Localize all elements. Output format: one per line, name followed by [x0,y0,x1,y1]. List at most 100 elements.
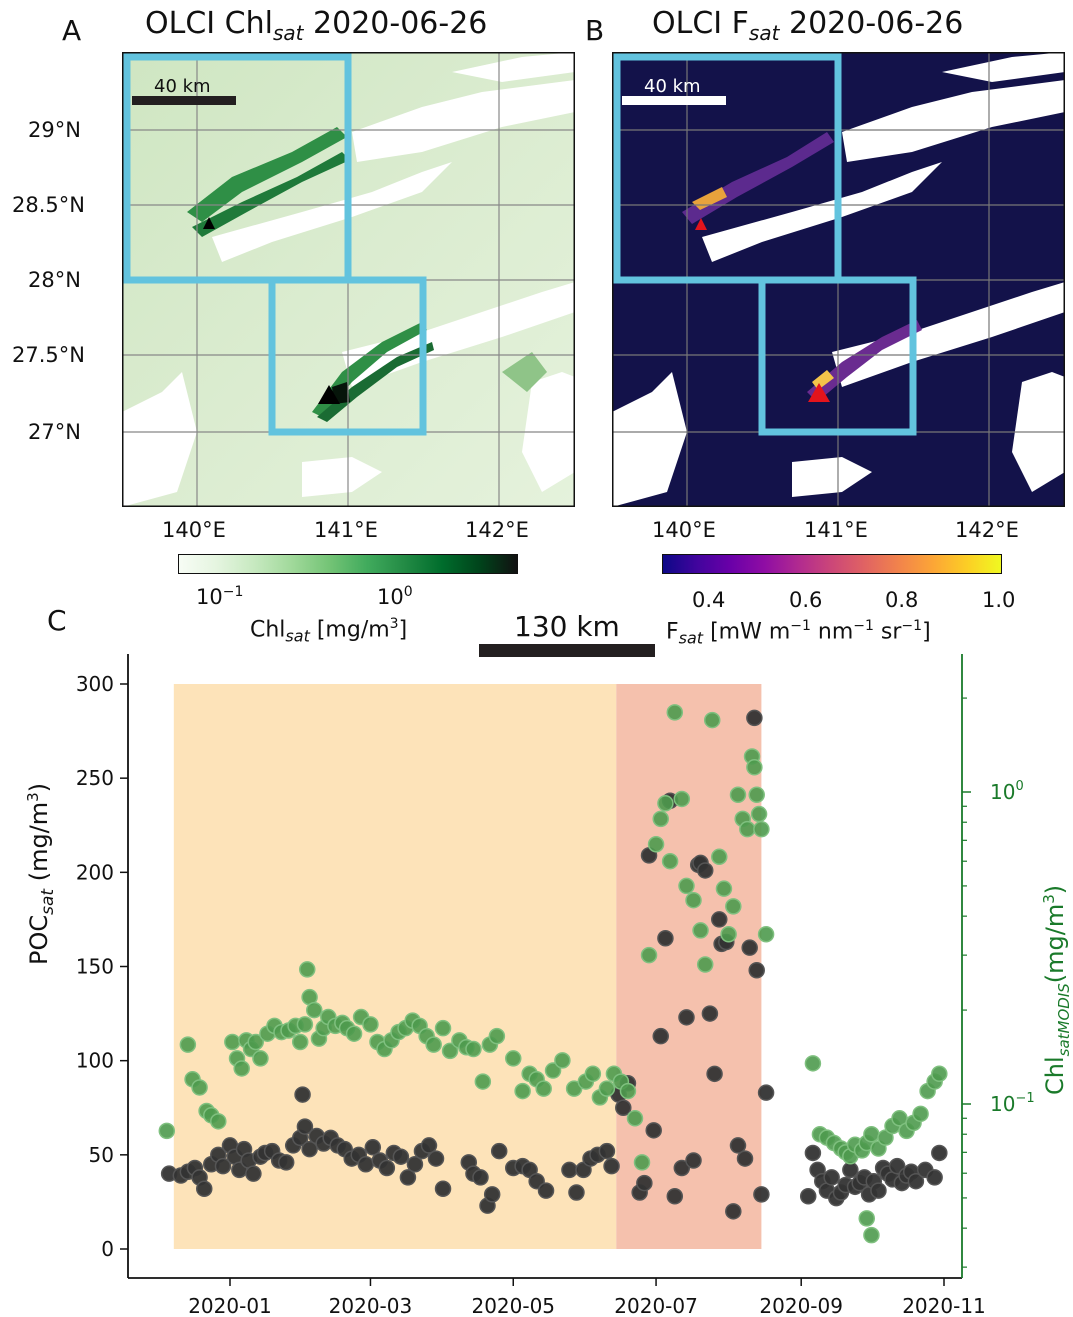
chl-modis-point [863,1125,880,1143]
panel-b-cbar-label-close: ] [922,619,931,645]
poc-point [725,1203,742,1220]
chl-modis-point [678,877,695,895]
poc-point [746,709,763,727]
poc-point [753,1186,770,1203]
panel-a-cbar-label-close: ] [398,617,408,643]
panel-b-cbar-tick-2: 0.8 [885,588,919,612]
panel-b-cbar-tick-0: 0.4 [692,588,726,612]
poc-point [701,1005,719,1022]
y-right-label-close: ) [1041,884,1069,895]
poc-point [598,1142,616,1160]
poc-point [685,1152,702,1169]
y-left-label-sub: sat [37,888,58,915]
chl-modis-series [158,704,948,1244]
panel-b-filaments [682,132,922,402]
panel-b-lon-tick-141: 141°E [804,518,868,542]
poc-point [645,1122,662,1139]
chl-modis-point [753,820,770,838]
axes: 0 50 100 150 200 250 300 2020-01 2020-03 2020-05 2… [76,654,1035,1317]
panel-a-frame [122,52,575,507]
y-right-label-sub: satMODIS [1054,983,1073,1057]
poc-point [657,930,674,947]
y-left-tick-label: 200 [76,860,114,884]
poc-point [568,1184,585,1201]
chl-modis-point [247,1033,265,1051]
poc-point [729,1137,747,1154]
y-left-label-main: POC [25,914,53,965]
poc-point [706,1065,723,1083]
chl-modis-point [441,1042,459,1060]
panel-b-zoom-box [758,276,917,436]
panel-b-title-sub: sat [748,21,780,45]
chl-modis-point [858,1210,875,1227]
panel-a-cbar-tick-0-exp: −1 [222,584,244,600]
panel-a-colorbar [178,554,518,574]
chl-modis-point [299,961,316,978]
y-right-tick-label: 100 [990,779,1024,804]
poc-point [277,1154,295,1171]
poc-point [678,1009,695,1026]
chl-modis-point [252,1050,269,1067]
poc-point [666,1188,684,1205]
chl-modis-point [750,805,768,823]
poc-point [870,1182,887,1199]
poc-point [673,1159,691,1177]
y-left-tick-label: 250 [76,766,114,790]
chl-modis-point [746,759,763,776]
chl-modis-point [345,1025,363,1042]
poc-point [301,1140,318,1158]
panel-a-title-sub: sat [272,21,304,45]
poc-point [294,1086,311,1103]
chl-modis-point [158,1122,176,1140]
chl-modis-point [748,786,765,803]
chl-modis-point [692,922,709,939]
chl-modis-point [488,1027,506,1045]
chl-modis-point [673,790,691,808]
chl-modis-point [725,898,742,915]
chl-modis-point [661,852,679,870]
chl-modis-point [474,1073,492,1090]
y-right-label-exp: 3 [1040,894,1058,904]
panel-a-cbar-label: Chlsat [mg/m3] [250,616,407,646]
x-tick-label: 2020-01 [188,1294,272,1317]
chl-modis-point [306,1001,323,1019]
poc-point [804,1144,822,1162]
panel-a-cbar-tick-0: 10−1 [196,584,243,609]
chl-modis-point [296,1016,314,1033]
chl-modis-point [210,1113,227,1130]
chl-modis-point [619,1082,637,1100]
chl-modis-point [715,880,733,897]
panel-b-cbar-label-unit: [mW m [703,619,791,645]
y-left-tick-label: 150 [76,955,114,979]
poc-point [711,911,728,928]
poc-point [615,1099,632,1116]
chl-modis-point [647,836,665,853]
chl-modis-point [757,926,775,943]
panel-b-cbar-tick-3: 1.0 [982,588,1016,612]
chl-modis-point [584,1065,602,1083]
panel-a-cbar-label-main: Chl [250,617,286,643]
panel-a-lon-tick-141: 141°E [314,518,378,542]
panel-a-scale-bar [132,96,236,105]
y-left-tick-label: 0 [101,1237,114,1261]
panel-b-cloud-gaps [612,52,1065,507]
chl-modis-point [233,1060,250,1077]
panel-a-cbar-label-exp: 3 [389,616,399,632]
poc-point [296,1118,314,1135]
chl-modis-point [465,1040,482,1058]
panel-b-cbar-label-sub: sat [678,628,704,648]
x-tick-label: 2020-05 [471,1294,555,1317]
y-right-label-main: Chl [1041,1056,1069,1095]
panel-a-scale-label: 40 km [154,76,211,97]
poc-point [748,962,765,979]
chl-modis-point [514,1082,531,1100]
chl-modis-point [931,1065,948,1083]
chl-modis-point [191,1079,208,1096]
panel-b-cbar-label-exp1: −1 [790,618,811,634]
chl-modis-point [739,820,756,838]
poc-point [472,1169,489,1186]
x-tick-label: 2020-11 [902,1294,986,1317]
chl-modis-point [703,711,721,729]
chl-modis-point [657,795,674,812]
chl-modis-point [554,1052,571,1069]
